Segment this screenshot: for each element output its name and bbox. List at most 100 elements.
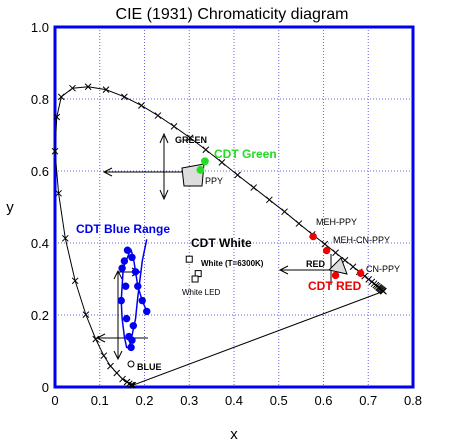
locus-marker: [69, 84, 76, 92]
locus-marker: [119, 375, 126, 383]
blue-point: [134, 282, 142, 290]
locus-marker: [107, 362, 114, 370]
red-point: [356, 269, 365, 277]
locus-marker: [84, 83, 92, 91]
white-point: [191, 275, 199, 283]
locus-marker: [51, 147, 59, 155]
x-tick-label: 0.8: [404, 393, 422, 408]
red-point: [331, 271, 340, 280]
x-tick-labels: 0 0.1 0.2 0.3 0.4 0.5 0.6 0.7 0.8: [51, 393, 422, 408]
blue-point: [120, 257, 129, 265]
label-cdt-white: CDT White: [191, 236, 252, 250]
blue-point: [122, 282, 130, 290]
green-arrow-head-down: [159, 189, 169, 201]
green-arrow-head-up: [159, 132, 169, 144]
locus-marker: [295, 220, 303, 227]
locus-marker: [121, 93, 128, 101]
blue-point: [138, 296, 146, 305]
green-points: [196, 157, 209, 174]
locus-marker: [218, 159, 226, 166]
x-tick-label: 0.6: [314, 393, 332, 408]
locus-marker: [265, 196, 273, 204]
label-cdt-blue-range: CDT Blue Range: [76, 222, 170, 236]
locus-marker: [349, 263, 357, 271]
red-point: [309, 232, 317, 241]
blue-point: [127, 343, 135, 352]
red-points: [309, 232, 365, 280]
locus-marker: [61, 234, 69, 242]
green-point: [196, 166, 205, 174]
y-tick-label: 0.4: [31, 236, 49, 251]
label-cn-ppy: CN-PPY: [366, 264, 400, 274]
locus-marker: [55, 189, 62, 197]
blue-point: [122, 314, 131, 323]
blue-point: [143, 307, 151, 316]
x-tick-label: 0.5: [270, 393, 288, 408]
y-tick-labels: 0 0.2 0.4 0.6 0.8 1.0: [31, 20, 49, 395]
label-green: GREEN: [175, 135, 207, 145]
locus-marker: [170, 123, 178, 130]
blue-point: [128, 336, 136, 344]
locus-marker: [113, 369, 121, 377]
locus-marker: [92, 335, 100, 343]
green-point: [201, 157, 209, 166]
white-points: [185, 255, 202, 283]
label-blue: BLUE: [137, 362, 162, 372]
locus-marker: [100, 352, 108, 360]
blue-point: [131, 268, 140, 276]
red-region: [328, 257, 348, 275]
label-white-t: White (T=6300K): [201, 259, 264, 268]
blue-arrow-head-down: [113, 350, 123, 361]
x-tick-label: 0.7: [359, 393, 377, 408]
locus-marker: [186, 134, 194, 142]
blue-point: [128, 253, 136, 262]
y-tick-label: 1.0: [31, 20, 49, 35]
locus-marker: [82, 311, 90, 318]
blue-arrow-head-up: [113, 269, 123, 280]
blue-point: [129, 322, 138, 330]
x-tick-label: 0.3: [180, 393, 198, 408]
locus-marker: [123, 378, 131, 386]
x-tick-label: 0.1: [91, 393, 109, 408]
locus-marker: [57, 93, 65, 101]
red-arrow-head-left: [278, 265, 289, 275]
red-point: [322, 246, 331, 255]
locus-marker: [281, 208, 288, 216]
y-tick-label: 0.2: [31, 308, 49, 323]
locus-marker: [129, 381, 137, 389]
locus-marker: [380, 287, 387, 295]
white-point: [185, 255, 193, 263]
locus-marker: [154, 112, 162, 119]
label-red: RED: [306, 259, 326, 269]
label-meh-ppy: MEH-PPY: [316, 217, 357, 227]
locus-marker: [321, 240, 329, 248]
blue-arrow-head-left: [95, 333, 106, 343]
label-meh-cn-ppy: MEH-CN-PPY: [333, 235, 390, 245]
green-arrow-head-left: [102, 167, 113, 177]
locus-marker: [102, 86, 110, 93]
blue-point: [123, 246, 132, 254]
blue-point: [117, 296, 125, 305]
label-white-led: White LED: [182, 288, 220, 297]
blue-points: [117, 246, 151, 352]
locus-marker: [53, 113, 61, 121]
y-tick-label: 0: [42, 380, 49, 395]
y-axis-label: y: [6, 199, 14, 216]
x-tick-label: 0: [51, 393, 58, 408]
locus-marker: [138, 102, 145, 109]
blue-point: [118, 264, 126, 272]
x-tick-label: 0.4: [225, 393, 243, 408]
x-axis-label: x: [230, 426, 238, 443]
locus-marker: [202, 146, 210, 154]
label-ppy: PPY: [205, 176, 223, 186]
locus-marker: [71, 277, 79, 285]
grid: [55, 27, 413, 387]
y-tick-label: 0.6: [31, 164, 49, 179]
y-tick-label: 0.8: [31, 92, 49, 107]
x-tick-label: 0.2: [135, 393, 153, 408]
locus-marker: [234, 171, 241, 179]
label-cdt-green: CDT Green: [214, 147, 277, 161]
chart-title: CIE (1931) Chromaticity diagram: [116, 6, 349, 23]
locus-marker: [332, 249, 339, 257]
